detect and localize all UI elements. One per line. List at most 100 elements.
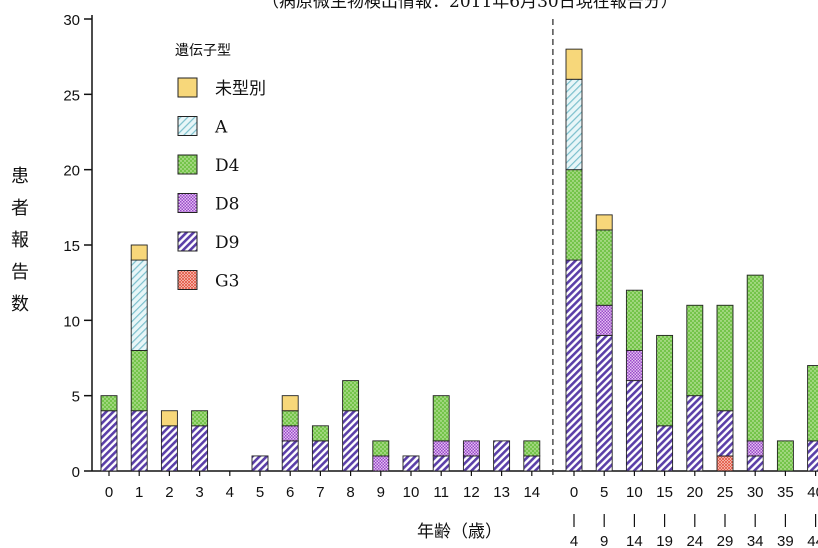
- x-tick-label: 11: [433, 484, 449, 501]
- bar-segment: [523, 440, 541, 457]
- bar-segment: [462, 440, 480, 457]
- x-tick-label-range-end: 39: [777, 533, 794, 548]
- bar-segment: [746, 455, 764, 472]
- bar-segment: [565, 78, 583, 171]
- x-tick-label: 7: [316, 484, 324, 501]
- bar-segment: [311, 425, 329, 442]
- bar-segment: [493, 440, 511, 472]
- legend-swatch: [177, 154, 198, 175]
- x-tick-label-range-end: 34: [747, 533, 764, 548]
- x-tick-label: 5: [256, 484, 264, 501]
- legend-swatch: [177, 270, 198, 290]
- legend-label: D8: [215, 195, 239, 215]
- x-tick-label-range-end: 4: [570, 533, 578, 548]
- y-axis-label-char: 者: [11, 198, 29, 219]
- x-tick-label-range-end: 19: [656, 533, 673, 548]
- x-tick-label: 2: [165, 484, 173, 501]
- x-tick-label: 4: [226, 484, 234, 501]
- bar-segment: [462, 455, 480, 472]
- bar-segment: [100, 410, 118, 472]
- bar-segment: [130, 259, 148, 351]
- bar-segment: [342, 410, 360, 472]
- y-tick-label: 25: [63, 87, 80, 104]
- x-tick-label-range-end: 9: [600, 533, 608, 548]
- x-tick-label: 20: [686, 484, 703, 501]
- bar-segment: [311, 440, 329, 472]
- x-tick-label: 0: [105, 484, 113, 501]
- bar-segment: [432, 395, 450, 442]
- legend-label: 未型別: [215, 79, 266, 99]
- bar-segment: [595, 229, 613, 306]
- x-tick-label: 3: [195, 484, 203, 501]
- legend-label: G3: [215, 272, 239, 292]
- bar-segment: [432, 440, 450, 457]
- y-axis-label-char: 患: [11, 166, 29, 187]
- bar-segment: [716, 455, 734, 472]
- y-tick-label: 15: [63, 238, 80, 255]
- x-tick-label: 0: [570, 484, 578, 501]
- x-tick-label: 13: [493, 484, 510, 501]
- bar-segment: [372, 455, 390, 472]
- x-tick-label: 8: [346, 484, 354, 501]
- bar-segment: [160, 410, 178, 427]
- bar-segment: [432, 455, 450, 472]
- bar-segment: [656, 334, 674, 427]
- bar-segment: [281, 395, 299, 412]
- bar-segment: [251, 455, 269, 472]
- bar-segment: [686, 304, 704, 397]
- bar-segment: [565, 259, 583, 472]
- source-note: （病原微生物検出情報：2011年6月30日現在報告分）: [262, 0, 678, 12]
- y-axis-label-char: 告: [11, 262, 29, 283]
- bar-segment: [746, 274, 764, 442]
- x-tick-label: 30: [747, 484, 764, 501]
- x-tick-label: 40: [807, 484, 818, 501]
- bar-segment: [565, 48, 583, 80]
- y-tick-label: 0: [72, 464, 80, 481]
- x-tick-label: 15: [656, 484, 673, 501]
- x-tick-label: 14: [523, 484, 540, 501]
- x-tick-label-range-end: 24: [686, 533, 703, 548]
- x-tick-label: 9: [377, 484, 385, 501]
- y-axis-label-char: 報: [11, 230, 29, 251]
- x-tick-label: 35: [777, 484, 794, 501]
- x-tick-label: 5: [600, 484, 608, 501]
- bar-segment: [523, 455, 541, 472]
- y-tick-label: 30: [63, 12, 80, 29]
- bar-segment: [625, 380, 643, 472]
- bar-segment: [130, 410, 148, 472]
- bar-segment: [160, 425, 178, 472]
- x-tick-label: 10: [403, 484, 420, 501]
- bar-segment: [281, 410, 299, 427]
- bar-segment: [716, 410, 734, 457]
- legend-label: D4: [215, 156, 239, 176]
- legend-swatch: [177, 116, 198, 136]
- x-tick-label: 10: [626, 484, 643, 501]
- legend-swatch: [177, 193, 198, 213]
- bar-segment: [342, 380, 360, 412]
- x-tick-label: 12: [463, 484, 480, 501]
- bar-segment: [130, 350, 148, 412]
- bar-segment: [281, 425, 299, 442]
- bar-segment: [100, 395, 118, 412]
- y-tick-label: 20: [63, 163, 80, 180]
- x-tick-label: 6: [286, 484, 294, 501]
- x-tick-label: 1: [135, 484, 143, 501]
- bar-segment: [191, 425, 209, 472]
- y-tick-label: 10: [63, 313, 80, 330]
- bar-segment: [807, 440, 818, 472]
- bar-segment: [565, 169, 583, 261]
- bar-segment: [595, 214, 613, 231]
- bar-segment: [130, 244, 148, 261]
- bar-segment: [746, 440, 764, 457]
- bar-segment: [191, 410, 209, 427]
- bar-segment: [776, 440, 794, 472]
- bar-segment: [716, 304, 734, 412]
- legend-swatch: [177, 77, 198, 98]
- legend-swatch: [177, 231, 198, 252]
- x-tick-label-range-end: 44: [807, 533, 818, 548]
- bar-segment: [595, 304, 613, 336]
